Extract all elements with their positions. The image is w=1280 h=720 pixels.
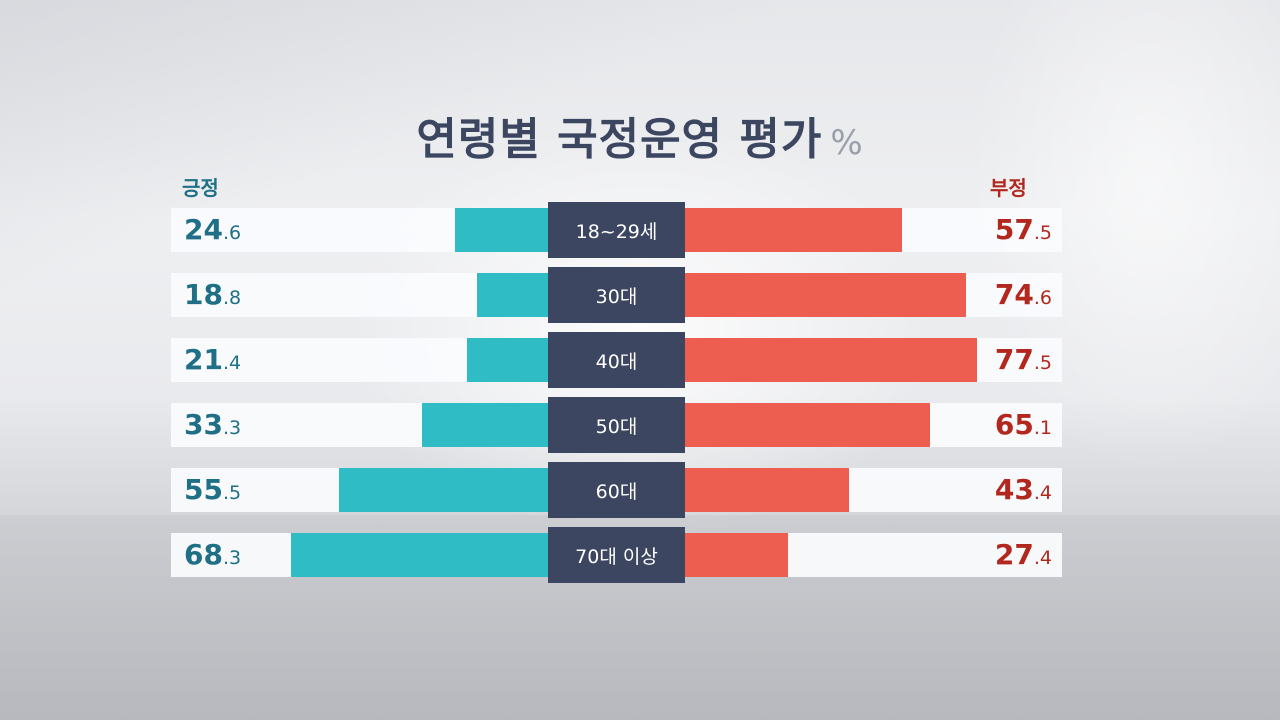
value-negative-dec: .4 — [1033, 482, 1052, 504]
category-label: 30대 — [548, 267, 685, 323]
value-negative-int: 27 — [994, 538, 1034, 571]
value-positive-int: 24 — [184, 213, 223, 246]
value-negative: 65.1 — [995, 407, 1052, 446]
value-positive: 55.5 — [184, 472, 241, 511]
value-negative-dec: .6 — [1033, 287, 1052, 309]
value-negative-dec: .5 — [1033, 352, 1052, 374]
value-positive-int: 55 — [184, 473, 223, 506]
chart-title: 연령별 국정운영 평가% — [0, 103, 1280, 167]
value-positive-dec: .6 — [222, 222, 242, 244]
chart-unit: % — [830, 123, 864, 163]
value-positive-dec: .3 — [222, 547, 242, 569]
chart-row: 50대 33.3 65.1 — [171, 397, 1062, 453]
chart-row: 70대 이상 68.3 27.4 — [171, 527, 1062, 583]
category-label: 40대 — [548, 332, 685, 388]
chart-row: 60대 55.5 43.4 — [171, 462, 1062, 518]
value-negative-dec: .5 — [1033, 222, 1052, 244]
value-positive-int: 21 — [184, 343, 223, 376]
bar-positive — [467, 338, 548, 382]
category-label: 50대 — [548, 397, 685, 453]
legend-negative: 부정 — [990, 176, 1027, 200]
value-positive-int: 68 — [184, 538, 223, 571]
value-positive-dec: .8 — [222, 287, 242, 309]
value-positive: 18.8 — [184, 277, 241, 316]
category-label: 18~29세 — [548, 202, 685, 258]
value-negative: 43.4 — [995, 472, 1052, 511]
value-positive: 21.4 — [184, 342, 241, 381]
value-positive-int: 33 — [184, 408, 223, 441]
bar-positive — [477, 273, 548, 317]
bar-positive — [338, 468, 548, 512]
value-positive: 33.3 — [184, 407, 241, 446]
value-negative: 27.4 — [995, 537, 1052, 576]
bar-negative — [685, 403, 931, 447]
value-negative-int: 43 — [994, 473, 1034, 506]
bar-positive — [422, 403, 548, 447]
value-positive: 68.3 — [184, 537, 241, 576]
value-positive-dec: .4 — [222, 352, 242, 374]
value-positive: 24.6 — [184, 212, 241, 251]
value-negative-int: 74 — [994, 278, 1034, 311]
value-negative: 77.5 — [995, 342, 1052, 381]
value-positive-dec: .3 — [222, 417, 242, 439]
value-negative-int: 65 — [994, 408, 1034, 441]
value-positive-dec: .5 — [222, 482, 242, 504]
category-label: 60대 — [548, 462, 685, 518]
bar-negative — [685, 208, 902, 252]
bar-negative — [685, 533, 789, 577]
category-label: 70대 이상 — [548, 527, 685, 583]
bar-negative — [685, 273, 967, 317]
value-negative: 57.5 — [995, 212, 1052, 251]
bar-negative — [685, 338, 978, 382]
chart-row: 18~29세 24.6 57.5 — [171, 202, 1062, 258]
value-negative-int: 77 — [994, 343, 1034, 376]
chart-title-text: 연령별 국정운영 평가 — [416, 114, 823, 165]
bar-positive — [455, 208, 548, 252]
value-positive-int: 18 — [184, 278, 223, 311]
chart-row: 30대 18.8 74.6 — [171, 267, 1062, 323]
chart-row: 40대 21.4 77.5 — [171, 332, 1062, 388]
value-negative: 74.6 — [995, 277, 1052, 316]
value-negative-dec: .4 — [1033, 547, 1052, 569]
value-negative-int: 57 — [994, 213, 1034, 246]
legend-positive: 긍정 — [182, 176, 219, 200]
bar-positive — [290, 533, 548, 577]
bar-negative — [685, 468, 849, 512]
value-negative-dec: .1 — [1033, 417, 1052, 439]
